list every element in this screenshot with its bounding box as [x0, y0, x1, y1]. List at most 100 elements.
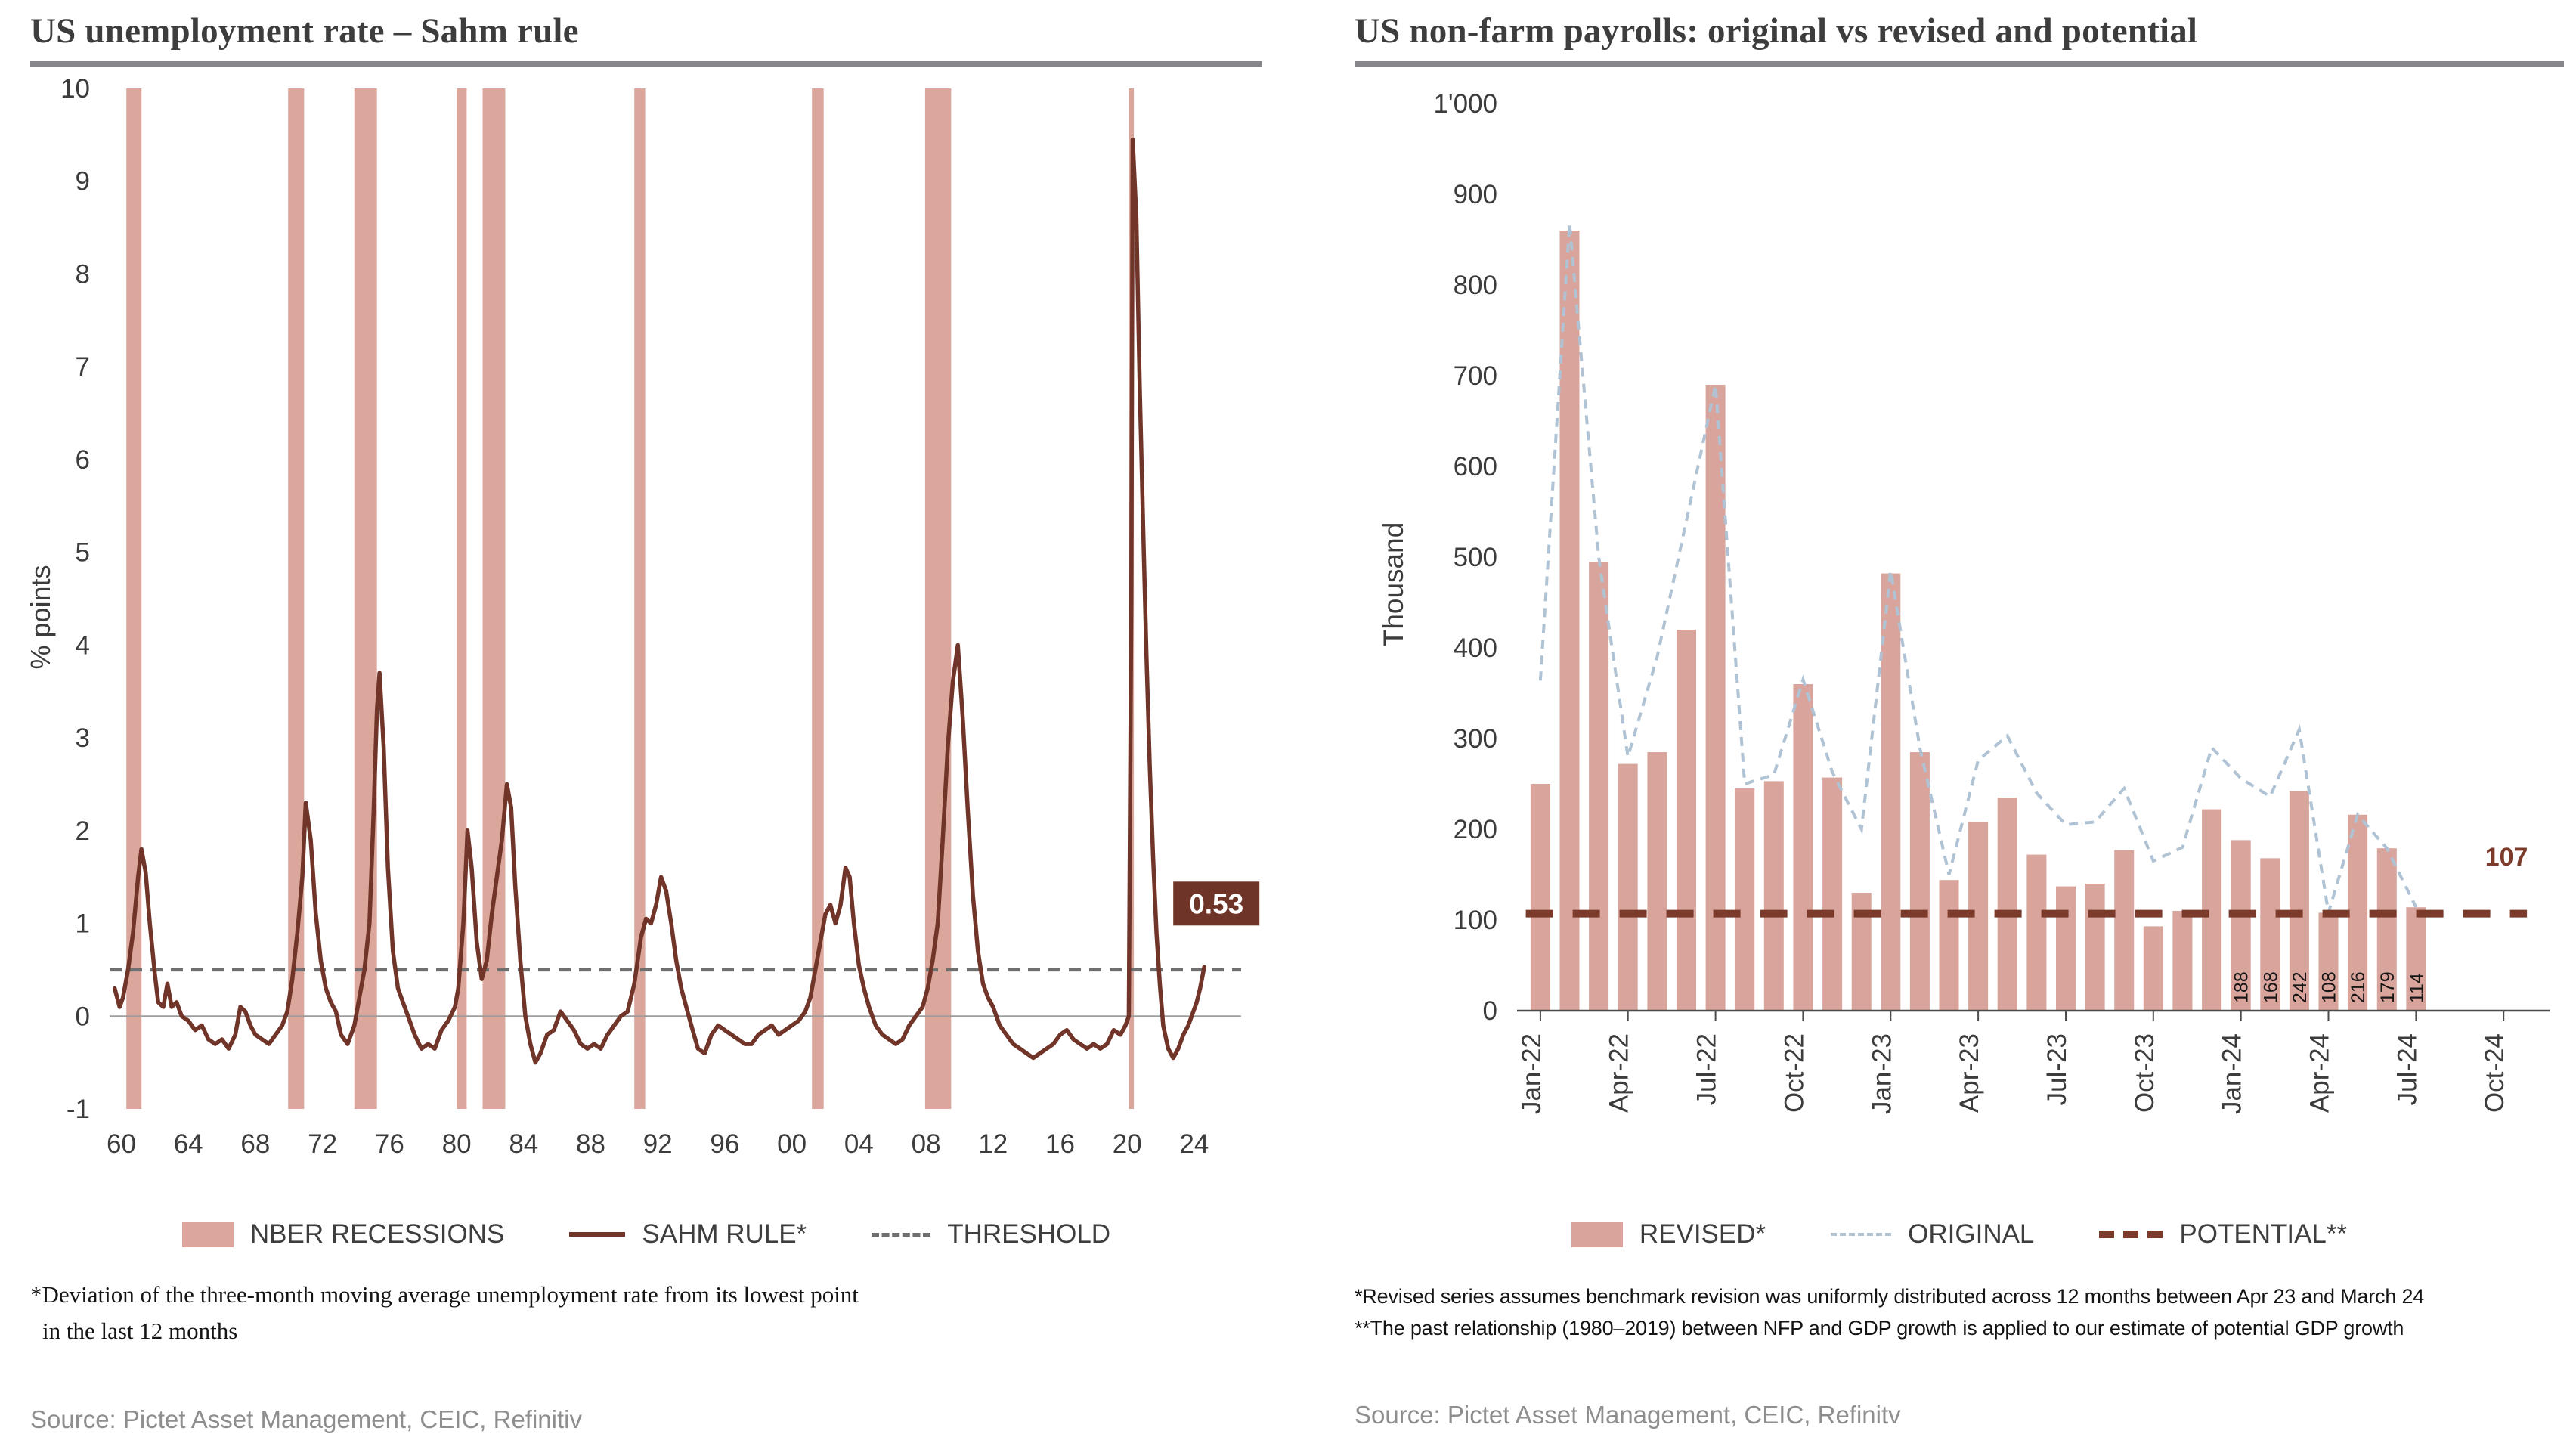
svg-text:72: 72 [308, 1129, 337, 1159]
svg-text:Jul-22: Jul-22 [1692, 1033, 1722, 1105]
svg-text:900: 900 [1454, 180, 1497, 209]
svg-text:20: 20 [1113, 1129, 1142, 1159]
revised-bars [1530, 231, 2426, 1011]
svg-text:Jan-24: Jan-24 [2218, 1033, 2247, 1114]
source-right: Source: Pictet Asset Management, CEIC, R… [1355, 1400, 1901, 1429]
svg-text:Jul-24: Jul-24 [2392, 1033, 2422, 1105]
chart-title-left: US unemployment rate – Sahm rule [30, 11, 579, 51]
svg-text:Oct-22: Oct-22 [1779, 1033, 1809, 1113]
legend-item-sahm-rule: SAHM RULE* [569, 1219, 807, 1250]
svg-text:0: 0 [76, 1002, 90, 1031]
legend-label-potential: POTENTIAL** [2179, 1219, 2348, 1250]
svg-text:24: 24 [1179, 1129, 1209, 1159]
footnote-right-line1: *Revised series assumes benchmark revisi… [1355, 1285, 2425, 1309]
sahm-line-swatch [569, 1232, 626, 1237]
legend-item-nber-recessions: NBER RECESSIONS [181, 1219, 505, 1250]
original-line [1538, 223, 2418, 914]
potential-value-label: 107 [2485, 843, 2528, 872]
legend-label-nber: NBER RECESSIONS [249, 1219, 505, 1250]
svg-text:179: 179 [2377, 971, 2398, 1003]
svg-text:64: 64 [174, 1129, 203, 1159]
svg-text:08: 08 [912, 1129, 941, 1159]
nfp-chart: 0 100 200 300 400 500 600 700 800 900 1'000 Jan-22 A… [1378, 89, 2550, 1114]
svg-text:168: 168 [2260, 971, 2281, 1003]
sahm-chart-panel: US unemployment rate – Sahm rule -1 0 1 2 3 4… [30, 11, 1262, 1434]
svg-text:Jan-22: Jan-22 [1517, 1033, 1547, 1114]
original-line-swatch [1831, 1233, 1892, 1237]
footnote-left: *Deviation of the three-month moving ave… [30, 1277, 1262, 1349]
legend-item-revised: REVISED* [1571, 1219, 1766, 1250]
legend-label-revised: REVISED* [1639, 1219, 1766, 1250]
sahm-line [112, 137, 1206, 1065]
svg-text:114: 114 [2406, 973, 2427, 1003]
legend-label-original: ORIGINAL [1908, 1219, 2035, 1250]
legend-label-sahm: SAHM RULE* [642, 1219, 807, 1250]
svg-text:0.53: 0.53 [1189, 888, 1243, 919]
svg-text:216: 216 [2348, 971, 2369, 1003]
svg-text:76: 76 [375, 1129, 404, 1159]
svg-text:88: 88 [576, 1129, 605, 1159]
svg-text:12: 12 [978, 1129, 1008, 1159]
threshold-line-swatch [872, 1232, 931, 1237]
nfp-chart-panel: US non-farm payrolls: original vs revise… [1355, 11, 2564, 1429]
svg-text:04: 04 [844, 1129, 874, 1159]
sahm-value-badge [1173, 881, 1260, 926]
svg-text:60: 60 [107, 1129, 136, 1159]
svg-text:300: 300 [1454, 724, 1497, 754]
recession-band-swatch [181, 1222, 234, 1248]
legend-item-threshold: THRESHOLD [872, 1219, 1110, 1250]
title-underline-left [30, 61, 1262, 67]
footnote-left-line1: *Deviation of the three-month moving ave… [30, 1281, 859, 1309]
chart-title-right: US non-farm payrolls: original vs revise… [1355, 11, 2198, 51]
legend-right: REVISED* ORIGINAL POTENTIAL** [1355, 1218, 2564, 1251]
legend-left: NBER RECESSIONS SAHM RULE* THRESHOLD [30, 1218, 1262, 1251]
svg-text:400: 400 [1454, 633, 1497, 663]
svg-text:96: 96 [710, 1129, 739, 1159]
svg-text:84: 84 [509, 1129, 538, 1159]
svg-text:5: 5 [76, 538, 90, 568]
svg-text:0: 0 [1483, 996, 1497, 1026]
source-left: Source: Pictet Asset Management, CEIC, R… [30, 1405, 582, 1434]
y-axis-title: % points [30, 565, 56, 670]
svg-text:Apr-23: Apr-23 [1955, 1033, 1984, 1113]
legend-item-potential: POTENTIAL** [2099, 1219, 2347, 1250]
svg-text:600: 600 [1454, 452, 1497, 482]
svg-text:16: 16 [1045, 1129, 1075, 1159]
svg-text:00: 00 [777, 1129, 807, 1159]
svg-text:-1: -1 [67, 1095, 90, 1124]
svg-text:68: 68 [240, 1129, 270, 1159]
svg-text:700: 700 [1454, 361, 1497, 391]
footnote-left-line2: in the last 12 months [42, 1318, 238, 1345]
footnote-right-line2: **The past relationship (1980–2019) betw… [1355, 1316, 2404, 1340]
title-underline-right [1355, 61, 2564, 67]
svg-text:242: 242 [2290, 971, 2311, 1003]
svg-text:3: 3 [76, 723, 90, 753]
recession-bands [126, 88, 1135, 1110]
svg-text:4: 4 [76, 630, 90, 660]
svg-text:Apr-22: Apr-22 [1605, 1033, 1634, 1113]
svg-text:200: 200 [1454, 815, 1497, 844]
legend-item-original: ORIGINAL [1831, 1219, 2034, 1250]
svg-text:188: 188 [2231, 971, 2252, 1003]
svg-text:Jul-23: Jul-23 [2042, 1033, 2072, 1105]
svg-text:8: 8 [76, 260, 90, 290]
svg-text:7: 7 [76, 352, 90, 382]
svg-text:100: 100 [1454, 906, 1497, 935]
svg-text:500: 500 [1454, 543, 1497, 572]
potential-line-swatch [2099, 1231, 2163, 1239]
svg-text:80: 80 [442, 1129, 472, 1159]
svg-text:Apr-24: Apr-24 [2305, 1033, 2335, 1113]
footnote-right: *Revised series assumes benchmark revisi… [1355, 1281, 2564, 1345]
legend-label-threshold: THRESHOLD [947, 1219, 1111, 1250]
svg-text:6: 6 [76, 445, 90, 475]
svg-text:Oct-23: Oct-23 [2130, 1033, 2160, 1113]
svg-text:10: 10 [60, 74, 90, 104]
revised-bar-swatch [1571, 1222, 1623, 1248]
svg-text:Oct-24: Oct-24 [2480, 1033, 2509, 1113]
svg-text:800: 800 [1454, 271, 1497, 300]
svg-text:9: 9 [76, 167, 90, 197]
svg-text:1: 1 [76, 909, 90, 939]
svg-text:108: 108 [2319, 971, 2340, 1003]
